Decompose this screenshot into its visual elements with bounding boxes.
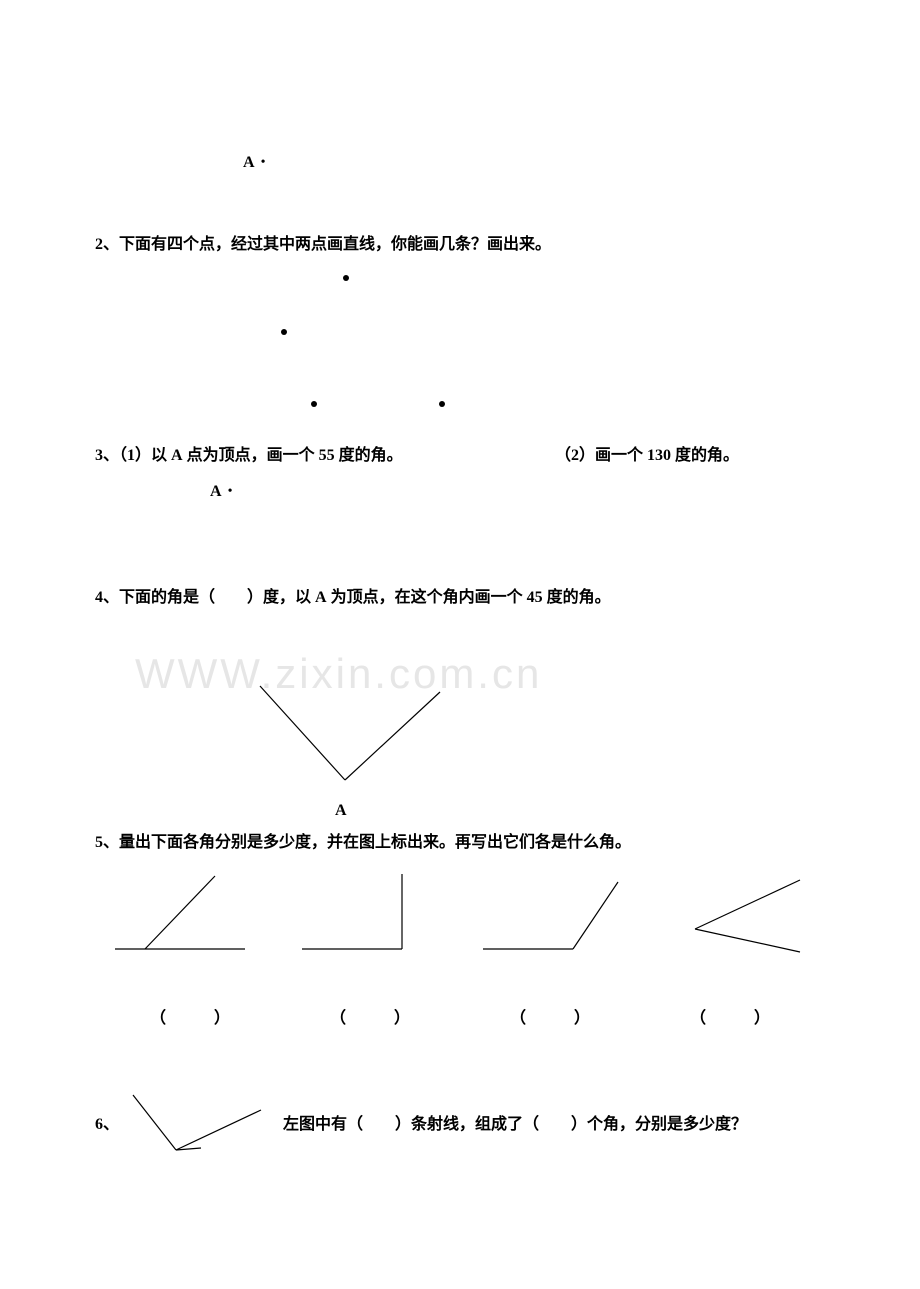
- q5-number: 5、: [95, 834, 119, 851]
- paren-blank: （ ）: [465, 1006, 635, 1032]
- q3-point-a: A •: [210, 479, 825, 505]
- q3-part1: 3、（1）以 A 点为顶点，画一个 55 度的角。: [95, 443, 535, 469]
- q2-number: 2、: [95, 236, 119, 253]
- q3-number: 3、: [95, 447, 119, 464]
- q2-points-area: [95, 263, 825, 433]
- q3-p1-prefix: （1）以: [119, 447, 171, 464]
- q4-number: 4、: [95, 589, 119, 606]
- q5-angle-item: [282, 874, 452, 954]
- q2-text: 下面有四个点，经过其中两点画直线，你能画几条？画出来。: [119, 236, 551, 253]
- q6-row: 6、 左图中有（ ）条射线，组成了（ ）个角，分别是多少度？: [95, 1090, 825, 1160]
- q6-number: 6、: [95, 1112, 119, 1138]
- q3-part2: （2）画一个 130 度的角。: [555, 443, 825, 469]
- dot-icon: [439, 401, 445, 407]
- q5-text-line: 5、量出下面各角分别是多少度，并在图上标出来。再写出它们各是什么角。: [95, 830, 825, 856]
- q5-angles-row: [95, 874, 825, 954]
- q5-paren-row: （ ） （ ） （ ） （ ）: [95, 1006, 825, 1032]
- q3-p2-prefix: （2）画一个: [555, 447, 647, 464]
- angle-svg: [292, 874, 442, 954]
- q2-text-line: 2、下面有四个点，经过其中两点画直线，你能画几条？画出来。: [95, 232, 825, 258]
- q5-angle-item: [468, 874, 638, 954]
- paren-blank: （ ）: [645, 1006, 815, 1032]
- q4-angle-svg-wrap: A: [250, 680, 480, 824]
- dot-icon: [343, 275, 349, 281]
- q5-angle-item: [655, 874, 825, 954]
- q4-angle-label: A: [335, 798, 480, 824]
- angle-svg: [478, 874, 628, 954]
- q6-angle-svg: [131, 1090, 271, 1160]
- q1-label: A: [243, 150, 255, 176]
- q3-p1-label: A: [171, 447, 183, 464]
- q4-text-line: 4、下面的角是（ ）度，以 A 为顶点，在这个角内画一个 45 度的角。: [95, 585, 825, 611]
- q4-figure-area: WWW.zixin.com.cn A: [95, 610, 825, 830]
- paren-blank: （ ）: [285, 1006, 455, 1032]
- dot-icon: •: [228, 485, 233, 499]
- angle-svg: [105, 874, 255, 954]
- q4-tb: 为顶点，在这个角内画一个: [327, 589, 527, 606]
- paren-blank: （ ）: [105, 1006, 275, 1032]
- q4-angle-svg: [250, 680, 480, 800]
- q3-draw-area: A •: [95, 479, 825, 579]
- q4-deg: 45: [527, 589, 543, 606]
- q3-p1-mid: 点为顶点，画一个: [183, 447, 319, 464]
- q4-lbl: A: [315, 589, 327, 606]
- q3-row: 3、（1）以 A 点为顶点，画一个 55 度的角。 （2）画一个 130 度的角…: [95, 443, 825, 469]
- q4-tc: 度的角。: [543, 589, 611, 606]
- dot-icon: •: [261, 156, 266, 170]
- q5-text: 量出下面各角分别是多少度，并在图上标出来。再写出它们各是什么角。: [119, 834, 631, 851]
- q4-ta: 下面的角是（ ）度，以: [119, 589, 315, 606]
- q5-angle-item: [95, 874, 265, 954]
- q3-a-label: A: [210, 479, 222, 505]
- q6-text: 左图中有（ ）条射线，组成了（ ）个角，分别是多少度？: [283, 1112, 747, 1138]
- angle-svg: [665, 874, 815, 954]
- q3-p1-suffix: 度的角。: [335, 447, 403, 464]
- dot-icon: [281, 329, 287, 335]
- q3-p2-deg: 130: [647, 447, 671, 464]
- q3-p2-suffix: 度的角。: [671, 447, 739, 464]
- dot-icon: [311, 401, 317, 407]
- q3-p1-deg: 55: [319, 447, 335, 464]
- q1-point-a: A •: [243, 150, 825, 176]
